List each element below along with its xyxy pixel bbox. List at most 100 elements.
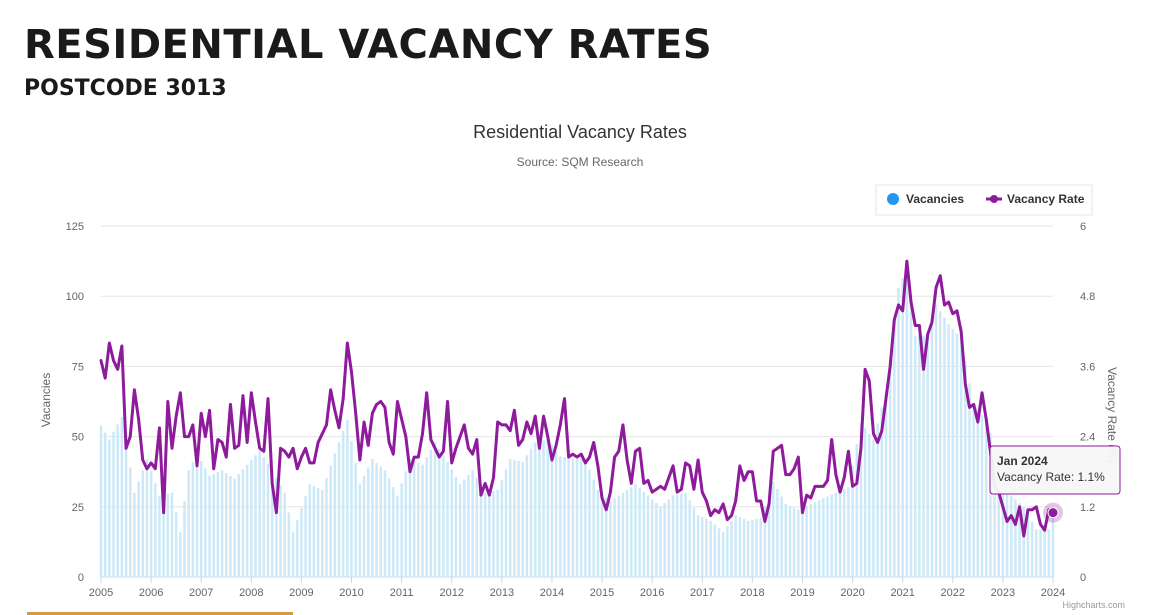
vacancies-bar: [838, 490, 842, 577]
vacancies-bar: [500, 479, 504, 577]
vacancies-bar: [412, 460, 416, 577]
vacancies-bar: [989, 432, 992, 577]
vacancies-bar: [646, 495, 650, 577]
vacancies-bar: [467, 474, 470, 577]
vacancies-bar: [162, 494, 165, 577]
vacancies-bar: [746, 520, 750, 577]
vacancies-bar: [350, 441, 353, 577]
vacancies-bar: [780, 496, 783, 577]
left-axis-tick-label: 100: [66, 291, 84, 303]
vacancies-bar: [943, 317, 946, 577]
vacancies-bar: [567, 458, 570, 577]
highcharts-credit[interactable]: Highcharts.com: [1062, 600, 1125, 610]
vacancies-bar: [918, 335, 921, 577]
x-axis-tick-label: 2006: [139, 587, 163, 599]
vacancies-bar: [437, 448, 441, 577]
right-axis: 0 1.2 2.4 3.6 4.8 6: [1080, 221, 1095, 584]
vacancies-bar: [108, 439, 111, 577]
x-axis-tick-label: 2005: [89, 587, 113, 599]
legend-item-vacancies[interactable]: Vacancies: [887, 192, 964, 206]
vacancies-bar: [692, 507, 696, 577]
vacancies-bar: [354, 462, 357, 577]
vacancies-bar: [909, 301, 913, 577]
vacancies-bar: [517, 460, 520, 577]
vacancies-bar: [149, 471, 153, 577]
vacancies-bar: [801, 507, 804, 577]
vacancies-bar: [433, 442, 437, 577]
vacancies-bar: [642, 491, 646, 577]
vacancies-bar: [513, 460, 516, 577]
vacancies-bar: [613, 498, 616, 577]
vacancies-bar: [609, 501, 612, 577]
legend-item-vacancy-rate[interactable]: Vacancy Rate: [986, 192, 1085, 206]
vacancies-bar: [124, 442, 128, 577]
page-subheading: POSTCODE 3013: [24, 76, 227, 101]
vacancies-bar: [650, 499, 654, 577]
vacancies-bar: [617, 495, 621, 577]
vacancies-bar: [721, 532, 725, 577]
vacancies-bar: [379, 466, 383, 577]
vacancies-bar: [137, 481, 140, 577]
x-axis-tick-label: 2019: [790, 587, 814, 599]
x-axis-tick-label: 2011: [390, 587, 414, 599]
vacancies-bar: [295, 520, 299, 577]
vacancies-bar: [588, 469, 591, 577]
vacancies-bar: [1047, 529, 1051, 577]
vacancies-bar: [584, 459, 587, 577]
vacancies-bar: [458, 484, 462, 577]
vacancies-bar: [208, 475, 211, 577]
vacancies-bar: [1035, 529, 1038, 577]
vacancies-bar: [174, 512, 178, 577]
x-axis-tick-label: 2010: [339, 587, 363, 599]
vacancies-bar: [325, 477, 328, 577]
vacancies-bar: [1001, 471, 1005, 577]
x-axis-tick-label: 2013: [490, 587, 514, 599]
vacancies-bar: [550, 445, 554, 577]
vacancies-bar: [863, 428, 867, 577]
vacancies-bar: [855, 444, 859, 577]
x-axis-tick-label: 2008: [239, 587, 263, 599]
accent-bar: [27, 612, 293, 615]
left-axis: 0 25 50 75 100 125: [66, 221, 84, 584]
vacancies-bar: [859, 422, 863, 577]
vacancies-bar: [742, 518, 746, 577]
vacancies-bar: [964, 360, 967, 577]
vacancies-bar: [233, 478, 236, 577]
legend-vacancies-label: Vacancies: [906, 192, 964, 206]
vacancies-bar: [112, 431, 115, 577]
left-axis-tick-label: 75: [72, 361, 84, 373]
vacancies-bar: [984, 419, 988, 577]
chart-subtitle: Source: SQM Research: [517, 155, 644, 169]
vacancies-bar: [533, 442, 537, 577]
vacancies-bar: [805, 505, 808, 577]
right-axis-tick-label: 3.6: [1080, 361, 1095, 373]
vacancies-bar: [471, 470, 474, 577]
vacancies-bar: [926, 335, 929, 577]
vacancies-bar: [1014, 499, 1017, 577]
vacancies-bar: [817, 500, 821, 577]
vacancies-bar: [521, 461, 524, 577]
vacancies-bar: [546, 439, 550, 577]
vacancies-bar: [784, 503, 788, 577]
vacancies-bar: [475, 477, 479, 577]
vacancies-bar: [930, 320, 934, 577]
vacancies-bar: [872, 439, 875, 577]
legend-vacancies-marker: [887, 193, 899, 205]
vacancies-bar: [939, 311, 942, 577]
vacancies-bar: [901, 277, 904, 577]
vacancies-bar: [400, 483, 403, 577]
vacancies-bar: [166, 493, 170, 577]
vacancies-bar: [341, 430, 345, 577]
vacancies-bar: [300, 508, 303, 577]
vacancies-bar: [980, 415, 984, 577]
vacancies-bar: [270, 470, 274, 577]
vacancies-bar: [346, 419, 349, 577]
tooltip-sep: :: [1071, 470, 1078, 484]
vacancies-bar: [366, 467, 370, 577]
x-axis-tick-label: 2021: [890, 587, 914, 599]
vacancies-bar: [876, 423, 879, 577]
x-axis-tick-label: 2024: [1041, 587, 1065, 599]
right-axis-title: Vacancy Rate (%): [1105, 367, 1119, 463]
vacancies-bar: [538, 441, 541, 577]
